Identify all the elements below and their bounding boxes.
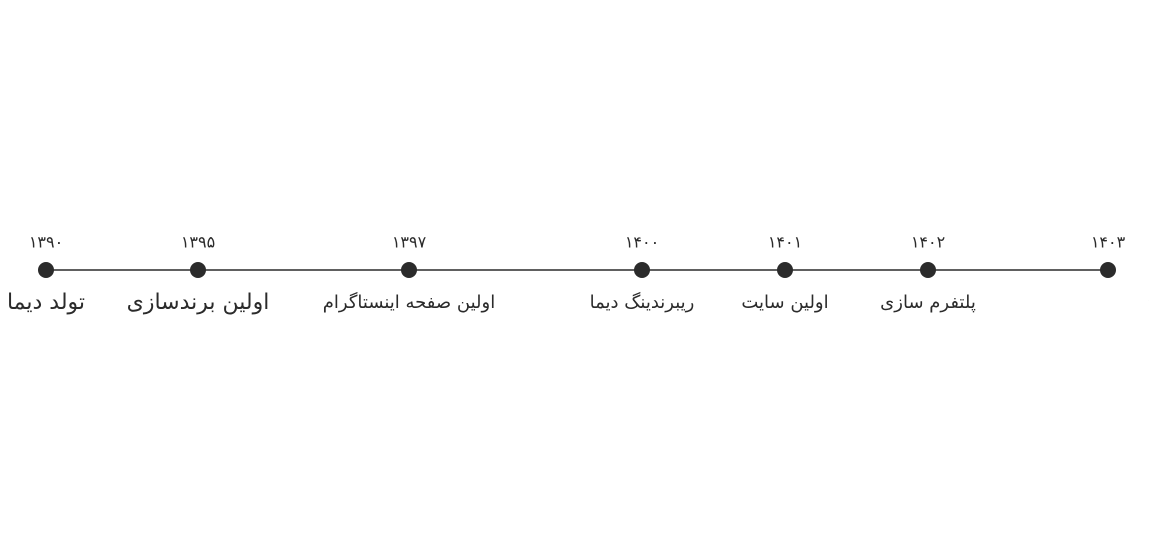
event-year: ۱۴۰۰ [625, 233, 659, 252]
event-year: ۱۴۰۱ [768, 233, 802, 252]
event-label: پلتفرم سازی [880, 292, 976, 313]
event-dot [777, 262, 793, 278]
event-year: ۱۴۰۳ [1091, 233, 1126, 252]
event-label: اولین سایت [741, 292, 828, 313]
event-label: اولین برندسازی [127, 290, 270, 315]
event-dot [634, 262, 650, 278]
event-dot [190, 262, 206, 278]
event-year: ۱۳۹۷ [392, 233, 427, 252]
event-dot [401, 262, 417, 278]
event-label: اولین صفحه اینستاگرام [323, 291, 495, 313]
event-year: ۱۴۰۲ [911, 233, 945, 252]
event-dot [38, 262, 54, 278]
event-dot [1100, 262, 1116, 278]
event-year: ۱۳۹۵ [181, 233, 215, 252]
event-dot [920, 262, 936, 278]
event-label: ریبرندینگ دیما [590, 291, 695, 313]
event-year: ۱۳۹۰ [29, 233, 63, 252]
event-label: تولد دیما [7, 290, 85, 315]
